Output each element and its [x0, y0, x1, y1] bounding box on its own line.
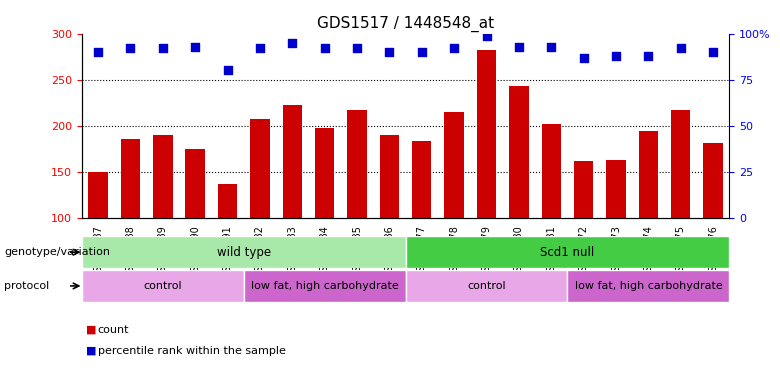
Point — [157, 45, 169, 51]
Text: low fat, high carbohydrate: low fat, high carbohydrate — [575, 281, 722, 291]
Point — [92, 49, 105, 55]
Point — [512, 44, 525, 50]
Bar — [639, 131, 658, 218]
Text: low fat, high carbohydrate: low fat, high carbohydrate — [251, 281, 399, 291]
Point — [124, 45, 136, 51]
Text: ■: ■ — [86, 346, 96, 355]
Point — [318, 45, 331, 51]
Point — [642, 53, 654, 59]
Bar — [606, 160, 626, 218]
Title: GDS1517 / 1448548_at: GDS1517 / 1448548_at — [317, 16, 495, 32]
Bar — [406, 236, 729, 268]
Point — [610, 53, 622, 59]
Bar — [380, 135, 399, 218]
Bar — [82, 236, 406, 268]
Text: control: control — [144, 281, 183, 291]
Point — [545, 44, 558, 50]
Text: genotype/variation: genotype/variation — [4, 247, 110, 257]
Point — [448, 45, 460, 51]
Bar — [477, 50, 496, 217]
Point — [416, 49, 428, 55]
Bar — [671, 110, 690, 218]
Bar — [88, 172, 108, 217]
Bar — [153, 135, 172, 218]
Text: count: count — [98, 325, 129, 335]
Text: wild type: wild type — [217, 246, 271, 259]
Bar — [121, 140, 140, 218]
Point — [222, 68, 234, 74]
Text: percentile rank within the sample: percentile rank within the sample — [98, 346, 285, 355]
Bar — [406, 270, 568, 302]
Bar — [186, 148, 205, 217]
Point — [707, 49, 719, 55]
Point — [189, 44, 201, 50]
Point — [577, 55, 590, 61]
Bar — [704, 143, 723, 218]
Text: control: control — [467, 281, 506, 291]
Bar — [315, 128, 335, 217]
Bar — [541, 124, 561, 218]
Text: Scd1 null: Scd1 null — [541, 246, 594, 259]
Bar — [218, 183, 237, 218]
Text: ■: ■ — [86, 325, 96, 335]
Text: protocol: protocol — [4, 281, 49, 291]
Point — [480, 33, 493, 39]
Bar — [568, 270, 729, 302]
Bar — [574, 160, 594, 218]
Point — [286, 40, 299, 46]
Bar — [282, 105, 302, 218]
Bar — [347, 110, 367, 218]
Bar — [445, 112, 464, 218]
Bar — [82, 270, 243, 302]
Point — [383, 49, 395, 55]
Point — [675, 45, 687, 51]
Point — [351, 45, 363, 51]
Point — [254, 45, 266, 51]
Bar — [250, 119, 270, 218]
Bar — [509, 86, 529, 218]
Bar — [412, 141, 431, 218]
Bar — [243, 270, 406, 302]
